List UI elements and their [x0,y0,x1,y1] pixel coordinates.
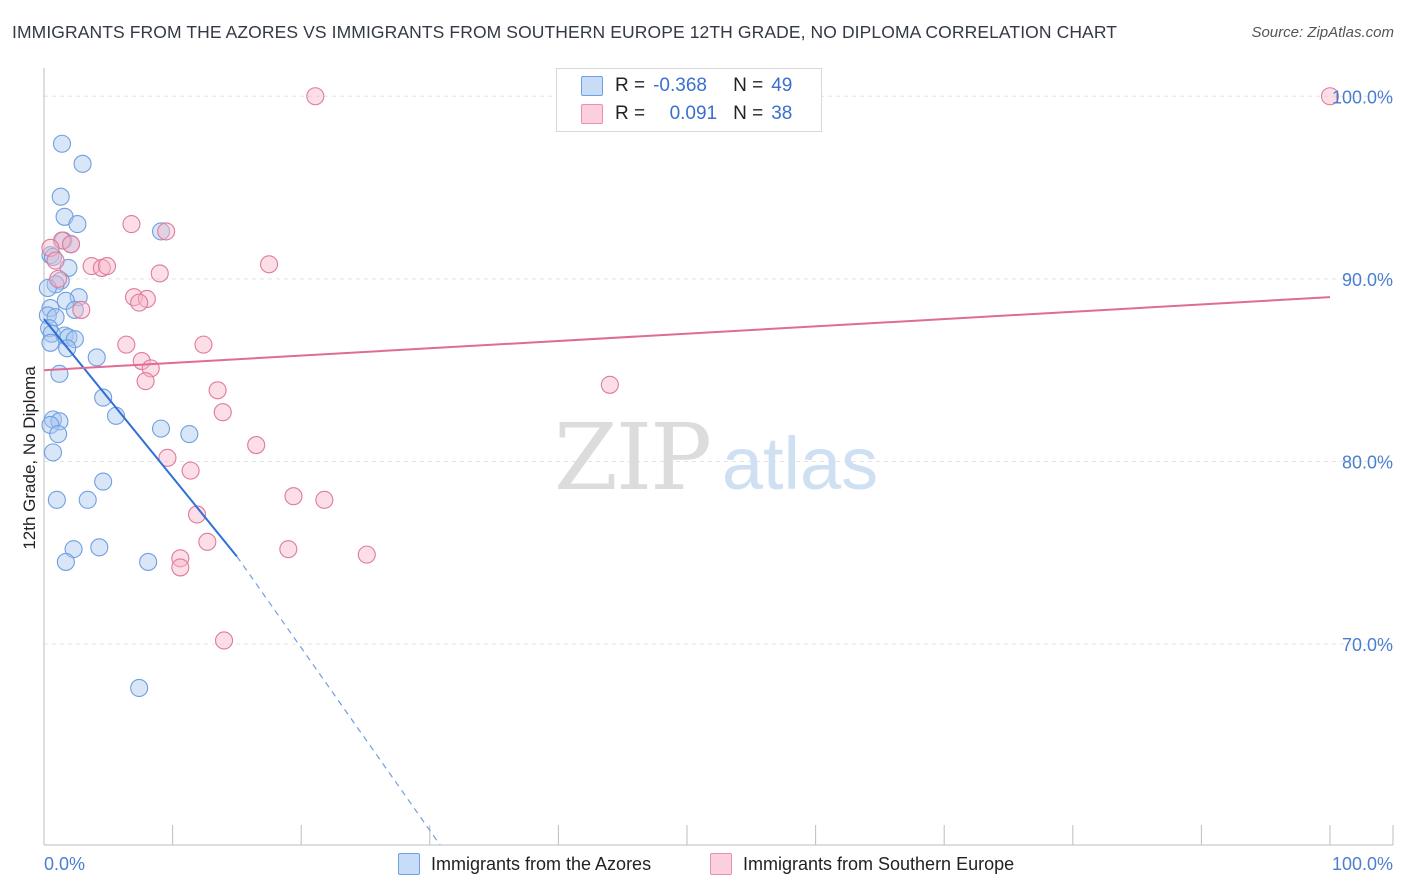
point-southern-europe [97,257,117,276]
x-tick-label: 100.0% [1332,854,1393,874]
point-azores [68,215,87,234]
series-southern-europe [41,87,1340,650]
legend-n-value: 38 [771,103,793,124]
point-southern-europe [171,549,190,568]
point-southern-europe [117,335,136,354]
point-southern-europe [150,264,169,283]
point-azores [65,300,84,319]
point-southern-europe [214,631,234,650]
point-azores [41,246,60,265]
point-southern-europe [600,375,619,394]
legend-n-label: N = [733,75,764,96]
watermark-zip: ZIP [554,404,710,511]
point-southern-europe [194,335,213,354]
legend-label-southern-europe: Immigrants from Southern Europe [743,853,1015,874]
legend-row-southern-europe: R = 0.091 N = 38 [581,101,792,127]
point-southern-europe [46,251,65,270]
point-azores [78,490,97,509]
point-southern-europe [357,545,376,564]
point-southern-europe [247,436,266,455]
legend-n-label: N = [733,103,764,124]
point-southern-europe [1320,87,1340,106]
trend-line-azores-extrapolated [236,556,441,846]
point-azores [41,415,60,435]
y-tick-label: 90.0% [1342,270,1393,290]
point-azores [180,425,199,444]
point-southern-europe [181,461,200,480]
watermark-atlas: atlas [722,422,878,505]
point-azores [65,330,84,349]
trend-line-southern-europe [43,296,1331,372]
point-southern-europe [122,215,141,234]
source-label: Source: ZipAtlas.com [1251,24,1394,41]
point-southern-europe [72,300,91,319]
legend-r-label: R = [615,103,646,124]
point-southern-europe [213,403,232,422]
legend-r-value: 0.091 [669,103,718,124]
gridlines [44,95,1394,645]
legend-r-label: R = [615,75,646,96]
trend-line-azores [43,318,238,558]
legend-row-azores: R = -0.368 N = 49 [581,73,792,99]
legend-swatch-azores [581,76,603,96]
point-azores [90,538,109,557]
point-southern-europe [49,269,68,288]
y-tick-label: 70.0% [1342,635,1393,655]
point-azores [50,364,69,383]
point-azores [151,419,171,438]
point-azores [49,425,68,444]
point-azores [130,678,149,697]
point-southern-europe [306,87,325,106]
y-tick-label: 80.0% [1342,453,1393,473]
point-southern-europe [158,448,177,467]
y-tick-label: 100.0% [1332,87,1393,107]
legend-n-value: 49 [771,75,793,96]
legend-item-southern-europe[interactable]: Immigrants from Southern Europe [710,852,1014,876]
axes [43,68,1394,846]
point-southern-europe [279,540,298,559]
legend-swatch-southern-europe [710,853,732,875]
point-azores [51,187,70,206]
x-tick-label: 0.0% [44,854,85,874]
point-azores [52,134,72,153]
point-azores [73,154,92,173]
point-southern-europe [157,222,176,241]
tick-labels: 70.0% 80.0% 90.0% 100.0% 0.0% 100.0% [44,87,1393,874]
point-azores [41,333,60,352]
series-azores [38,134,199,697]
point-southern-europe [52,231,72,250]
chart-title: IMMIGRANTS FROM THE AZORES VS IMMIGRANTS… [12,22,1118,42]
point-azores [47,490,66,509]
point-azores [38,278,57,298]
trend-lines [43,296,1331,846]
point-southern-europe [208,381,227,400]
point-southern-europe [130,293,149,312]
point-azores [41,299,60,318]
point-southern-europe [171,558,190,577]
legend-item-azores[interactable]: Immigrants from the Azores [398,852,651,876]
point-azores [94,388,113,407]
point-southern-europe [136,372,155,391]
legend-label-azores: Immigrants from the Azores [431,853,652,874]
point-southern-europe [259,255,279,274]
point-azores [43,443,63,462]
correlation-legend: R = -0.368 N = 49 R = 0.091 N = 38 [556,68,822,132]
legend-swatch-azores [398,853,420,875]
point-azores [94,472,113,491]
point-southern-europe [315,490,334,509]
point-azores [139,552,158,571]
point-azores [56,552,75,571]
point-azores [87,348,106,367]
legend-swatch-southern-europe [581,104,603,124]
point-southern-europe [61,235,81,254]
point-azores [151,222,171,241]
legend-r-value: -0.368 [653,75,707,96]
point-southern-europe [284,487,303,506]
point-southern-europe [198,532,217,551]
